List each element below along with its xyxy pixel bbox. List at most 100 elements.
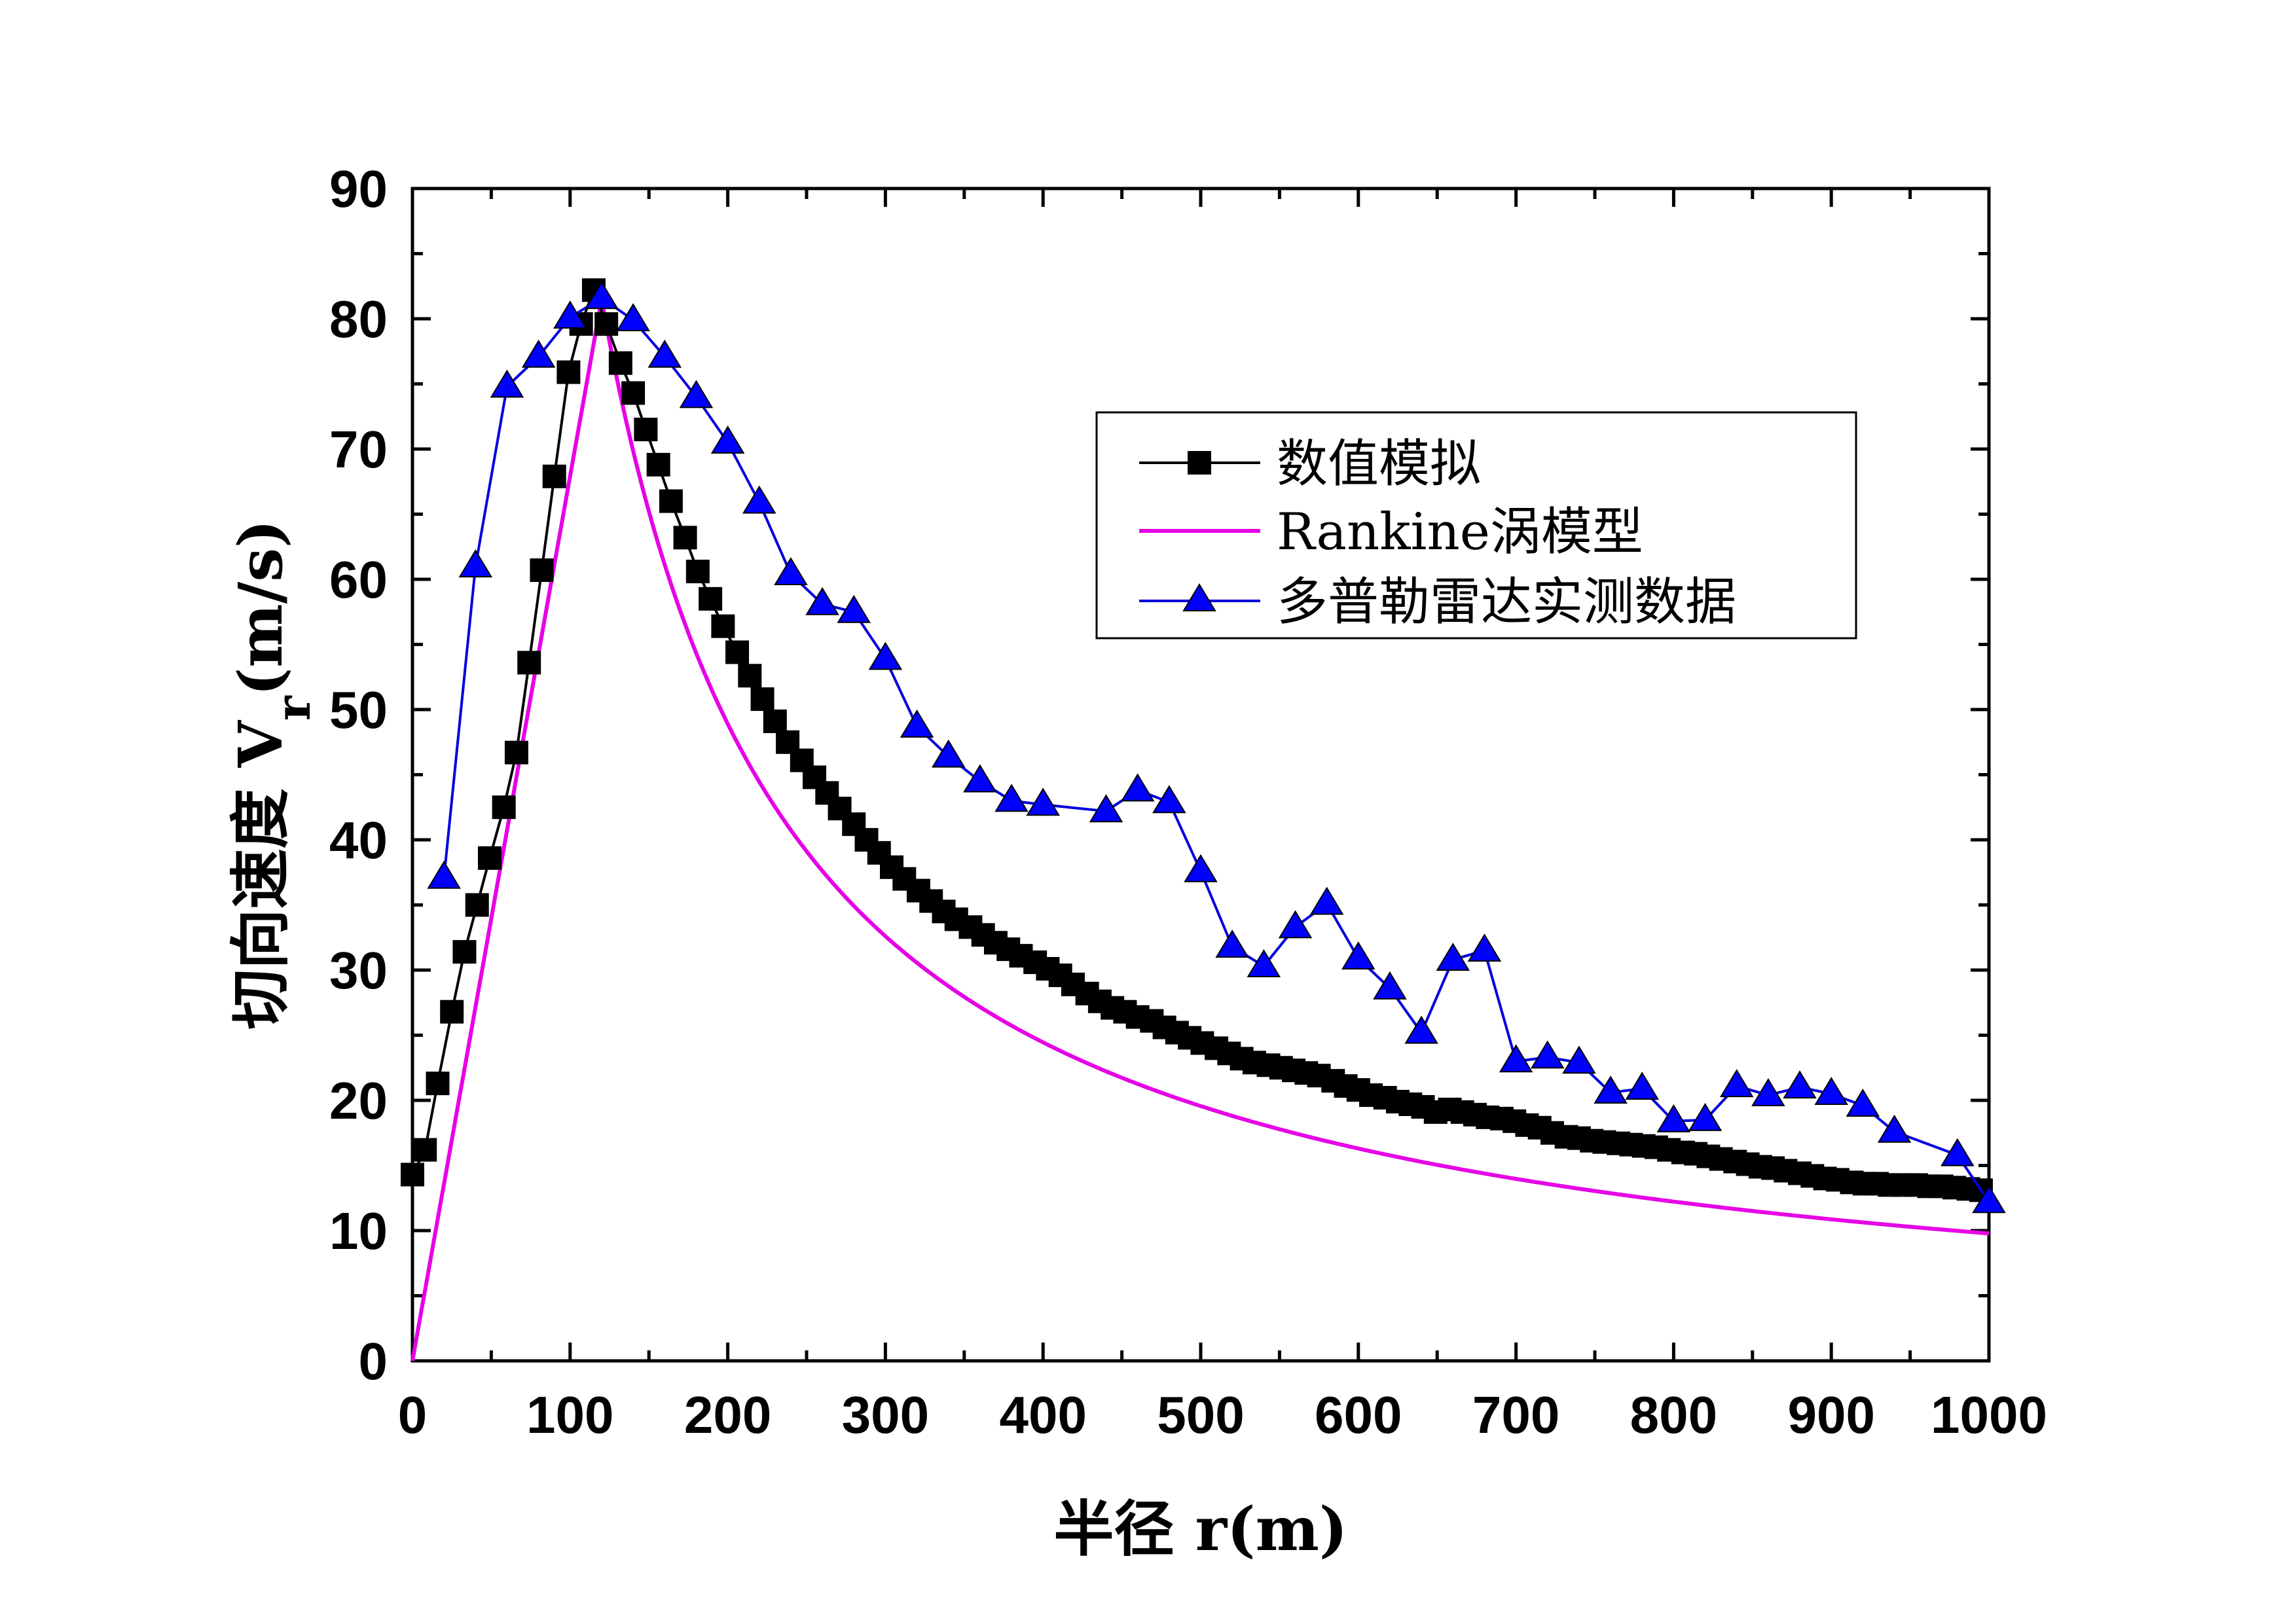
x-tick-label-400: 400 — [999, 1386, 1086, 1444]
radar-point-21 — [1120, 773, 1155, 802]
numerical-point-22 — [685, 560, 710, 584]
major-ticks — [410, 187, 1991, 1363]
numerical-point-21 — [673, 526, 697, 550]
y-tick-label-60: 60 — [329, 550, 388, 609]
radar-point-25 — [1247, 949, 1281, 978]
numerical-point-9 — [517, 651, 541, 675]
x-tick-label-500: 500 — [1157, 1386, 1244, 1444]
x-tick-label-600: 600 — [1315, 1386, 1402, 1444]
x-tick-labels: 0 100 200 300 400 500 600 700 800 900 1000 — [398, 1386, 2047, 1444]
radar-point-28 — [1341, 941, 1376, 970]
radar-point-4 — [553, 300, 587, 329]
radar-point-19 — [1026, 787, 1060, 816]
x-axis-title: 半径 r(m) — [1054, 1494, 1348, 1564]
legend-item-radar: 多普勒雷达实测数据 — [1139, 573, 1736, 632]
radar-point-31 — [1436, 943, 1470, 971]
radar-point-18 — [994, 784, 1029, 812]
radar-point-15 — [900, 709, 934, 738]
radar-point-35 — [1562, 1045, 1596, 1074]
radar-point-9 — [710, 425, 745, 454]
series-layer — [401, 278, 2006, 1362]
y-tick-label-10: 10 — [329, 1202, 388, 1260]
y-tick-labels: 0 10 20 30 40 50 60 70 80 90 — [329, 160, 388, 1390]
x-tick-label-100: 100 — [526, 1386, 613, 1444]
numerical-point-10 — [530, 558, 554, 583]
minor-ticks — [412, 189, 1989, 1361]
x-tick-label-200: 200 — [684, 1386, 771, 1444]
numerical-point-2 — [426, 1072, 450, 1096]
radar-point-2 — [490, 369, 524, 398]
radar-point-47 — [1972, 1185, 2006, 1214]
radar-point-8 — [679, 380, 714, 408]
numerical-point-4 — [452, 940, 477, 964]
legend-label-radar: 多普勒雷达实测数据 — [1277, 573, 1736, 632]
radar-point-43 — [1814, 1077, 1848, 1106]
series-rankine-line — [410, 298, 1990, 1362]
x-tick-label-0: 0 — [398, 1386, 428, 1444]
radar-point-13 — [837, 594, 871, 623]
radar-point-40 — [1719, 1069, 1754, 1098]
legend-label-numerical: 数值模拟 — [1277, 435, 1481, 494]
numerical-point-7 — [492, 795, 516, 820]
numerical-point-1 — [413, 1138, 437, 1162]
legend-item-rankine: Rankine涡模型 — [1139, 503, 1643, 562]
numerical-point-6 — [477, 846, 501, 870]
radar-point-30 — [1404, 1015, 1438, 1044]
legend-swatch-numerical-marker — [1188, 451, 1211, 475]
numerical-point-25 — [725, 640, 750, 664]
y-tick-label-70: 70 — [329, 420, 388, 478]
radar-point-42 — [1783, 1070, 1817, 1099]
numerical-point-27 — [750, 687, 774, 712]
radar-point-37 — [1625, 1072, 1660, 1100]
radar-point-46 — [1941, 1138, 1975, 1166]
radar-point-24 — [1215, 929, 1249, 958]
y-tick-label-80: 80 — [329, 290, 388, 348]
plot-frame — [410, 187, 1991, 1363]
numerical-point-0 — [401, 1163, 424, 1187]
radar-point-34 — [1530, 1040, 1565, 1069]
numerical-point-5 — [465, 893, 489, 917]
x-tick-label-900: 900 — [1787, 1386, 1874, 1444]
radar-point-29 — [1373, 971, 1407, 1000]
y-tick-label-0: 0 — [359, 1332, 388, 1390]
numerical-point-24 — [711, 614, 735, 638]
numerical-point-16 — [608, 351, 632, 375]
radar-point-39 — [1688, 1102, 1722, 1131]
radar-point-36 — [1594, 1075, 1628, 1104]
numerical-point-18 — [634, 418, 658, 442]
radar-point-20 — [1089, 794, 1123, 823]
radar-point-0 — [427, 860, 461, 889]
numerical-point-3 — [440, 1000, 464, 1024]
numerical-point-11 — [542, 464, 566, 488]
x-tick-label-700: 700 — [1472, 1386, 1559, 1444]
radar-point-44 — [1846, 1089, 1880, 1117]
legend-swatch-radar-marker — [1182, 583, 1216, 611]
y-axis-title-main: 切向速度 V — [225, 720, 296, 1030]
x-tick-label-1000: 1000 — [1931, 1386, 2047, 1444]
y-tick-label-50: 50 — [329, 681, 388, 739]
y-tick-label-90: 90 — [329, 160, 388, 218]
radar-point-16 — [931, 739, 966, 768]
numerical-point-28 — [763, 709, 787, 733]
radar-point-27 — [1309, 886, 1344, 915]
numerical-point-23 — [699, 586, 723, 611]
y-tick-label-40: 40 — [329, 811, 388, 869]
x-tick-label-800: 800 — [1630, 1386, 1717, 1444]
radar-point-6 — [616, 303, 650, 331]
radar-point-45 — [1877, 1114, 1912, 1143]
legend: 数值模拟 Rankine涡模型 多普勒雷达实测数据 — [1095, 411, 1857, 640]
radar-point-23 — [1184, 854, 1218, 882]
radar-point-1 — [458, 549, 493, 578]
legend-item-numerical: 数值模拟 — [1139, 435, 1481, 494]
radar-point-32 — [1467, 933, 1502, 962]
numerical-point-17 — [621, 381, 646, 405]
y-axis-title-sub: r — [265, 695, 321, 721]
y-tick-label-20: 20 — [329, 1072, 388, 1130]
radar-point-14 — [868, 641, 903, 670]
radar-point-11 — [774, 557, 808, 586]
numerical-point-20 — [659, 489, 683, 513]
y-axis-title: 切向速度 Vr(m/s) — [225, 519, 321, 1029]
numerical-point-15 — [594, 312, 619, 336]
numerical-point-8 — [504, 740, 528, 765]
